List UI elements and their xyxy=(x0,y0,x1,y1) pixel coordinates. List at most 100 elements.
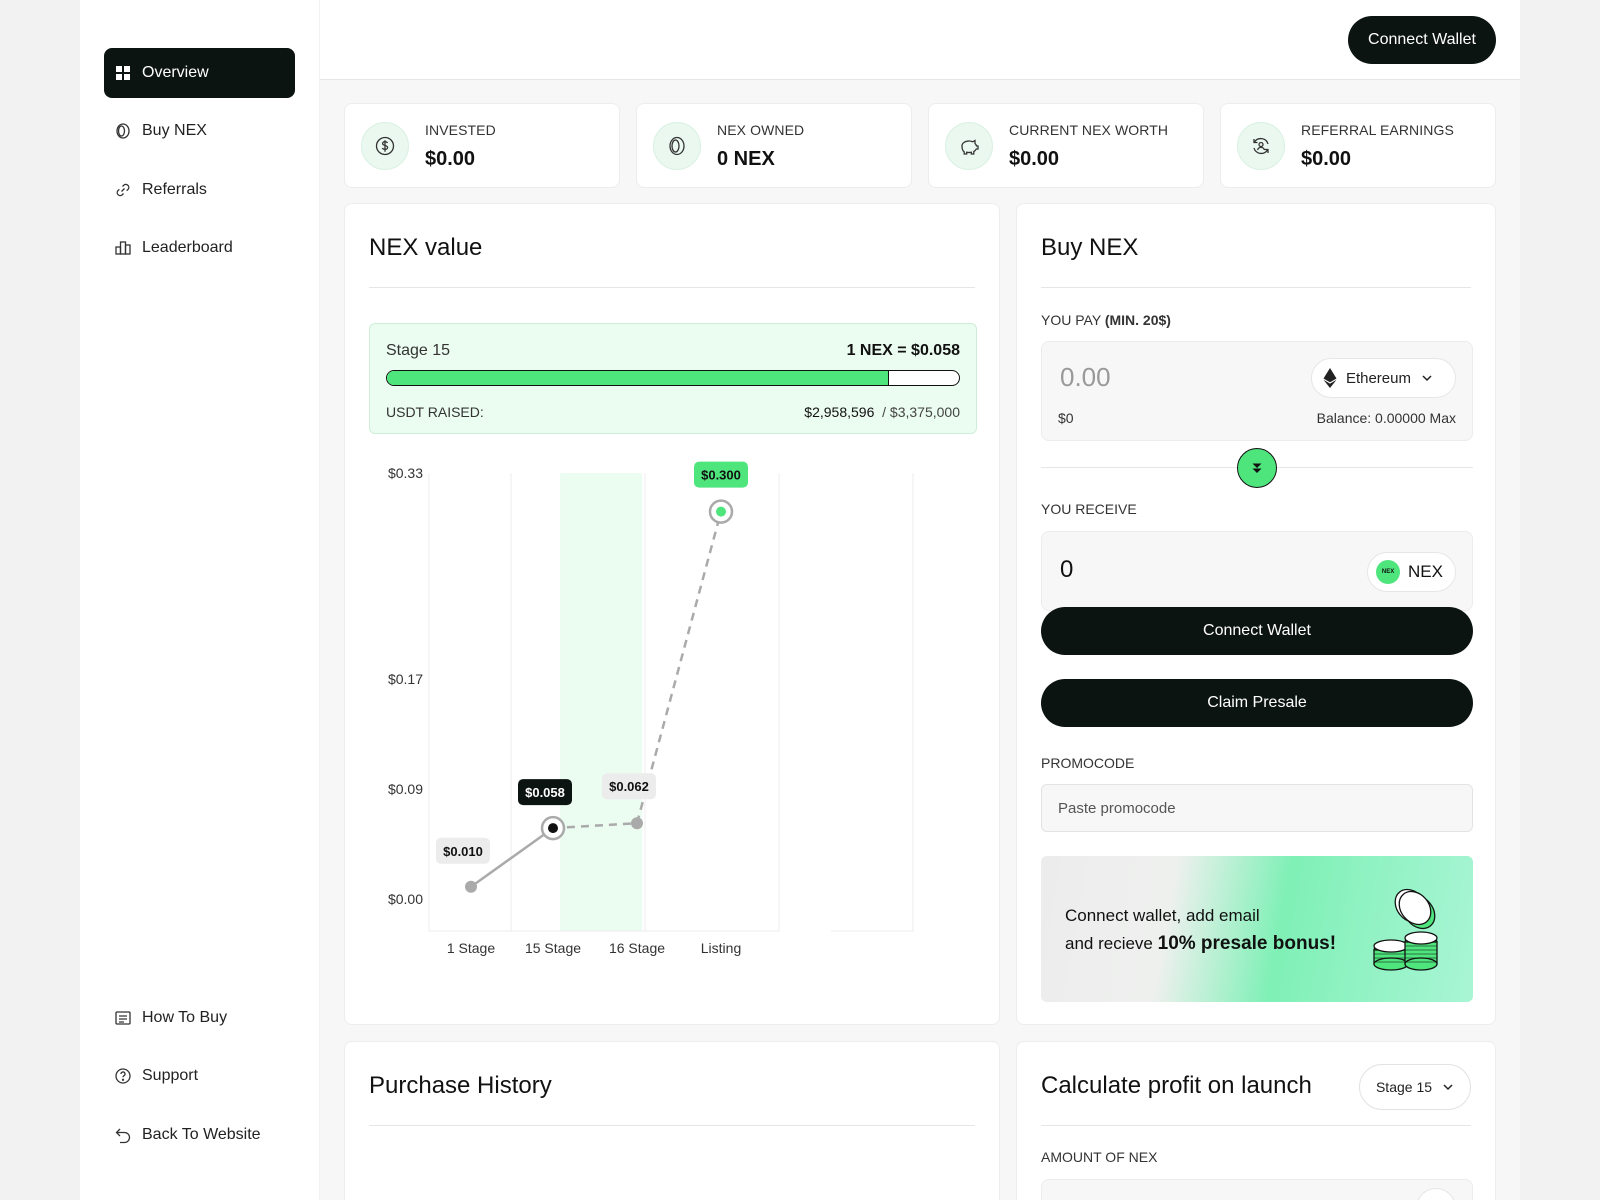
main-content: Connect Wallet INVESTED $0.00 NEX OWNED … xyxy=(320,0,1520,1200)
x-tick-label: Listing xyxy=(701,940,741,956)
raised-amount: $2,958,596 xyxy=(804,404,875,420)
progress-fill xyxy=(387,371,889,385)
connect-wallet-button[interactable]: Connect Wallet xyxy=(1041,607,1473,655)
stat-card-invested: INVESTED $0.00 xyxy=(344,103,620,188)
raised-target: / $3,375,000 xyxy=(882,404,960,420)
refresh-user-icon xyxy=(1237,122,1285,170)
sidebar-item-back-to-website[interactable]: Back To Website xyxy=(104,1110,295,1160)
sidebar-item-referrals[interactable]: Referrals xyxy=(104,165,295,215)
purchase-history-title: Purchase History xyxy=(369,1072,552,1099)
calculate-profit-card: Calculate profit on launch Stage 15 AMOU… xyxy=(1016,1041,1496,1200)
double-chevron-down-icon xyxy=(1252,463,1262,473)
chevron-down-icon xyxy=(1443,1084,1453,1091)
you-receive-label: YOU RECEIVE xyxy=(1041,501,1137,517)
connect-wallet-button[interactable]: Connect Wallet xyxy=(1348,16,1496,64)
value-label-bg xyxy=(518,779,572,806)
coin-icon xyxy=(653,122,701,170)
promocode-label: PROMOCODE xyxy=(1041,755,1135,771)
value-label: $0.062 xyxy=(609,779,649,794)
data-point xyxy=(465,880,477,893)
pay-usd-value: $0 xyxy=(1058,410,1074,426)
value-label: $0.010 xyxy=(443,844,483,859)
sidebar-item-label: Referrals xyxy=(142,181,207,198)
sidebar-item-support[interactable]: Support xyxy=(104,1051,295,1101)
stage-label: Stage 15 xyxy=(386,342,451,359)
sidebar-item-label: How To Buy xyxy=(142,1009,228,1026)
bonus-line-2: and recieve xyxy=(1065,934,1153,953)
token-name: Ethereum xyxy=(1345,369,1411,387)
sidebar-item-label: Overview xyxy=(142,64,209,81)
sidebar-item-overview[interactable]: Overview xyxy=(104,48,295,98)
stat-value: $0.00 xyxy=(425,148,476,170)
data-point-center xyxy=(548,823,558,834)
stat-label: INVESTED xyxy=(425,122,496,138)
receive-amount: 0 xyxy=(1060,556,1074,583)
divider xyxy=(369,287,975,288)
nex-value-chart: $0.33 $0.17 $0.09 $0.00 $0.010 $0.058 $0.062 $0… xyxy=(388,461,914,956)
sidebar-item-leaderboard[interactable]: Leaderboard xyxy=(104,223,295,273)
sidebar-item-label: Buy NEX xyxy=(142,122,207,139)
y-tick-label: $0.17 xyxy=(388,671,423,687)
stage-progress-box: Stage 15 1 NEX = $0.058 USDT RAISED: $2,… xyxy=(369,323,977,434)
stat-label: REFERRAL EARNINGS xyxy=(1301,122,1454,138)
stat-card-nex-owned: NEX OWNED 0 NEX xyxy=(636,103,912,188)
buy-nex-card: Buy NEX YOU PAY (MIN. 20$) 0.00 Ethereum… xyxy=(1016,203,1496,1025)
stat-label: NEX OWNED xyxy=(717,122,805,138)
stage-select[interactable]: Stage 15 xyxy=(1359,1064,1471,1110)
purchase-history-card: Purchase History xyxy=(344,1041,1000,1200)
bonus-line-1: Connect wallet, add email xyxy=(1065,906,1260,925)
stat-value: $0.00 xyxy=(1009,148,1060,170)
top-bar: Connect Wallet xyxy=(320,0,1520,80)
bonus-highlight: 10% presale bonus! xyxy=(1157,933,1337,954)
stage-select-value: Stage 15 xyxy=(1375,1079,1433,1095)
link-icon xyxy=(114,181,132,199)
token-name: NEX xyxy=(1408,562,1443,581)
sidebar-item-label: Support xyxy=(142,1067,199,1084)
stat-value: $0.00 xyxy=(1301,148,1352,170)
nex-token-pill xyxy=(1416,1188,1456,1200)
sidebar-item-buy-nex[interactable]: Buy NEX xyxy=(104,106,295,156)
bonus-text: Connect wallet, add email and recieve 10… xyxy=(1065,902,1336,958)
claim-presale-button[interactable]: Claim Presale xyxy=(1041,679,1473,727)
nex-token-pill: NEX NEX xyxy=(1367,552,1456,592)
amount-of-nex-input[interactable] xyxy=(1041,1179,1473,1200)
x-tick-label: 1 Stage xyxy=(447,940,495,956)
sidebar-item-how-to-buy[interactable]: How To Buy xyxy=(104,993,295,1043)
you-pay-text: YOU PAY xyxy=(1041,312,1101,328)
you-pay-label: YOU PAY (MIN. 20$) xyxy=(1041,312,1171,328)
coin-icon xyxy=(114,122,132,140)
balance-max[interactable]: Balance: 0.00000 Max xyxy=(1316,410,1456,426)
min-amount: (MIN. 20$) xyxy=(1104,312,1171,328)
nex-value-card: NEX value Stage 15 1 NEX = $0.058 USDT R… xyxy=(344,203,1000,1025)
promocode-input[interactable] xyxy=(1041,784,1473,832)
piggy-bank-icon xyxy=(945,122,993,170)
ethereum-icon xyxy=(1323,368,1337,388)
sidebar-item-label: Leaderboard xyxy=(142,239,233,256)
leaderboard-icon xyxy=(114,239,132,257)
y-tick-label: $0.00 xyxy=(388,891,423,907)
data-point xyxy=(631,817,643,830)
highlight-band xyxy=(560,473,643,931)
series-line xyxy=(470,827,554,888)
list-icon xyxy=(114,1009,132,1027)
token-select[interactable]: Ethereum xyxy=(1310,358,1456,398)
value-label-bg xyxy=(694,461,748,488)
dollar-icon xyxy=(361,122,409,170)
stat-card-current-worth: CURRENT NEX WORTH $0.00 xyxy=(928,103,1204,188)
calculate-profit-title: Calculate profit on launch xyxy=(1041,1072,1312,1099)
coin-stack-icon xyxy=(1373,888,1438,971)
sidebar-item-label: Back To Website xyxy=(142,1126,261,1143)
presale-bonus-banner: Connect wallet, add email and recieve 10… xyxy=(1041,856,1473,1002)
swap-button[interactable] xyxy=(1237,448,1277,488)
raised-label: USDT RAISED: xyxy=(386,404,484,420)
nex-value-title: NEX value xyxy=(369,234,483,261)
value-label-bg xyxy=(436,837,490,864)
stat-value: 0 NEX xyxy=(717,148,775,170)
stat-label: CURRENT NEX WORTH xyxy=(1009,122,1169,138)
value-label: $0.300 xyxy=(701,468,741,483)
divider xyxy=(369,1125,975,1126)
stage-progress-bar xyxy=(386,370,960,386)
pay-amount-input[interactable]: 0.00 xyxy=(1060,362,1111,392)
divider xyxy=(1041,1125,1471,1126)
sidebar: Overview Buy NEX Referrals Leaderboard H… xyxy=(80,0,319,1200)
